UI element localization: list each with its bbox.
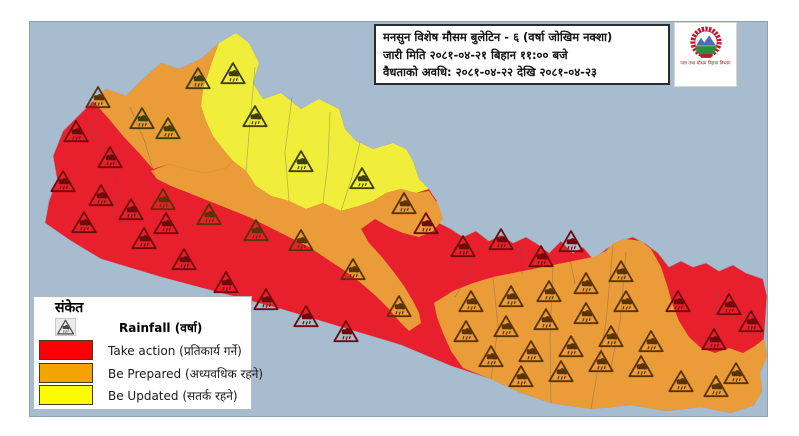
bulletin-validity: वैधताको अवधि: २०८१-०४-२२ देखि २०८१-०४-२३	[383, 65, 597, 79]
be-updated-swatch	[39, 385, 93, 405]
legend-row-be-updated: Be Updated (सतर्क रहने)	[34, 385, 253, 405]
zone-central-band	[151, 161, 443, 331]
be-prepared-label: Be Prepared (अध्यवधिक रहने)	[108, 367, 264, 381]
take-action-label: Take action (प्रतिकार्य गर्ने)	[108, 344, 242, 358]
legend-row-be-prepared: Be Prepared (अध्यवधिक रहने)	[34, 363, 263, 383]
take-action-swatch	[39, 340, 93, 360]
zone-north-central	[201, 33, 429, 211]
logo-caption: जल तथा मौसम विज्ञान विभाग	[680, 61, 731, 67]
bulletin-issue-date: जारी मिति २०८१-०४-२१ बिहान ११:०० बजे	[383, 47, 568, 62]
nepal-emblem-icon	[689, 26, 722, 58]
dhm-logo-box: जल तथा मौसम विज्ञान विभाग	[674, 22, 737, 87]
zone-northwest-strip	[93, 43, 233, 173]
nepal-risk-map	[44, 32, 767, 414]
rainfall-triangle-icon	[55, 318, 76, 336]
zone-southeast	[434, 239, 767, 413]
be-updated-label: Be Updated (सतर्क रहने)	[108, 389, 238, 403]
legend-rainfall-label: Rainfall (वर्षा)	[119, 321, 203, 335]
bulletin-title-box: मनसुन विशेष मौसम बुलेटिन - ६ (वर्षा जोखि…	[374, 24, 670, 85]
legend-box: संकेत Rainfall (वर्षा) Take action (प्रत…	[33, 296, 263, 410]
be-prepared-swatch	[39, 363, 93, 383]
legend-title: संकेत	[55, 300, 84, 316]
legend-row-take-action: Take action (प्रतिकार्य गर्ने)	[34, 340, 253, 360]
bulletin-title: मनसुन विशेष मौसम बुलेटिन - ६ (वर्षा जोखि…	[383, 30, 613, 44]
